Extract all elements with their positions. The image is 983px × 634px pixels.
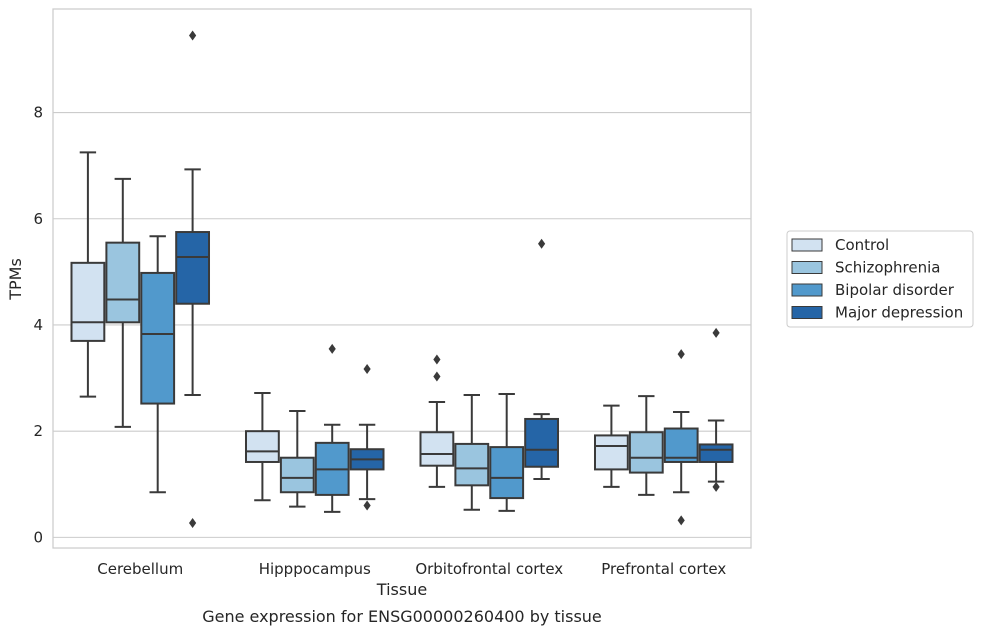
- box-0-1: [105, 177, 141, 428]
- chart-title: Gene expression for ENSG00000260400 by t…: [202, 607, 602, 626]
- box-iqr: [244, 430, 280, 463]
- box-iqr: [419, 431, 455, 467]
- outlier-point: [538, 238, 546, 249]
- outlier-point: [677, 515, 685, 526]
- legend-label: Control: [835, 236, 889, 254]
- y-tick-label: 2: [33, 422, 43, 440]
- outlier-point: [712, 327, 720, 338]
- outlier-point: [677, 349, 685, 360]
- legend: Control Schizophrenia Bipolar disorder Majo…: [786, 230, 974, 328]
- box-2-2: [489, 393, 525, 512]
- x-tick-label: Prefrontal cortex: [601, 560, 726, 578]
- box-iqr: [489, 446, 525, 500]
- box-0-0: [70, 151, 106, 398]
- box-iqr: [105, 241, 141, 324]
- legend-swatch: [791, 306, 823, 319]
- legend-swatch: [791, 283, 823, 297]
- outlier-point: [363, 500, 371, 511]
- box-iqr: [524, 417, 560, 468]
- outlier-point: [433, 371, 441, 382]
- outlier-point: [712, 481, 720, 492]
- y-tick-label: 6: [33, 210, 43, 228]
- legend-label: Major depression: [835, 304, 963, 322]
- box-iqr: [70, 261, 106, 342]
- box-iqr: [628, 431, 664, 474]
- box-1-0: [244, 391, 280, 502]
- x-tick-label: Hipppocampus: [259, 560, 371, 578]
- x-tick-labels: Cerebellum Hipppocampus Orbitofrontal cort…: [97, 560, 726, 578]
- box-0-2: [140, 235, 176, 494]
- box-1-3: [349, 364, 385, 511]
- outlier-point: [189, 30, 197, 41]
- legend-swatch: [791, 238, 823, 252]
- box-iqr: [175, 231, 211, 305]
- outlier-point: [433, 354, 441, 365]
- box-iqr: [593, 434, 629, 471]
- outlier-point: [189, 518, 197, 529]
- box-iqr: [279, 456, 315, 494]
- box-3-1: [628, 395, 664, 496]
- box-iqr: [698, 443, 734, 463]
- box-2-0: [419, 354, 455, 488]
- box-3-0: [593, 404, 629, 488]
- x-axis-title: Tissue: [376, 580, 427, 599]
- x-tick-label: Orbitofrontal cortex: [415, 560, 563, 578]
- box-2-1: [454, 394, 490, 511]
- box-0-3: [175, 30, 211, 529]
- box-iqr: [663, 427, 699, 463]
- legend-swatch: [791, 261, 823, 274]
- legend-label: Schizophrenia: [835, 259, 940, 277]
- y-tick-label: 8: [33, 104, 43, 122]
- legend-label: Bipolar disorder: [835, 281, 955, 299]
- x-tick-label: Cerebellum: [97, 560, 183, 578]
- box-3-3: [698, 327, 734, 492]
- outlier-point: [363, 364, 371, 375]
- y-tick-label: 0: [33, 528, 43, 546]
- y-tick-labels: 0 2 4 6 8: [33, 104, 43, 547]
- y-tick-label: 4: [33, 316, 43, 334]
- boxes: [70, 30, 734, 529]
- box-iqr: [140, 271, 176, 405]
- box-1-1: [279, 409, 315, 508]
- box-2-3: [524, 238, 560, 480]
- box-3-2: [663, 349, 699, 526]
- box-iqr: [454, 442, 490, 487]
- y-axis-title: TPMs: [6, 258, 25, 301]
- outlier-point: [328, 343, 336, 354]
- legend-frame: [786, 230, 974, 328]
- box-1-2: [314, 343, 350, 513]
